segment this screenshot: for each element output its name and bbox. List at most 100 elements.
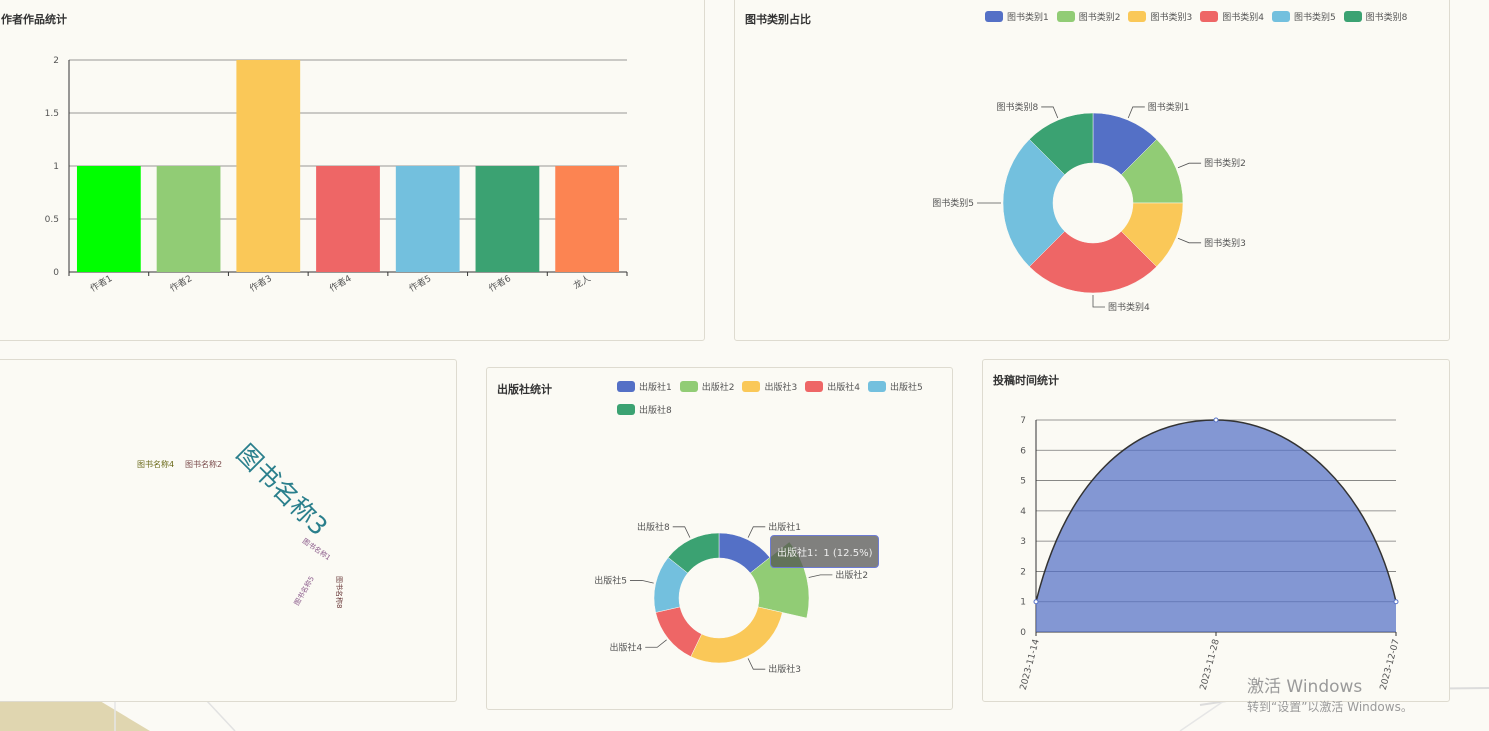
activation-watermark-subtitle: 转到“设置”以激活 Windows。 [1247, 700, 1413, 714]
book-name-wordcloud-panel: 图书名称3 图书名称4 图书名称2 图书名称1 图书名称5 图书名称8 [0, 359, 457, 702]
bar-作者5 [395, 166, 460, 272]
author-works-bar-chart: 0 0.5 1 1.5 2 作者1 作者2 作者3 作者4 作者5 作者6 龙人 [45, 56, 628, 294]
y-tick-label: 1 [53, 162, 59, 172]
slice-label: 出版社3 [768, 663, 801, 675]
slice-出版社8 [667, 532, 720, 574]
x-tick-label: 2023-12-07 [1379, 638, 1402, 691]
legend-item[interactable]: 图书类别5 [1271, 10, 1336, 23]
legend-item[interactable]: 出版社8 [617, 403, 672, 416]
legend-item[interactable]: 图书类别8 [1343, 10, 1407, 23]
submission-time-panel: 投稿时间统计 0 1 2 3 4 5 6 7 2023-11-14 2023-11-28 2023-… [982, 359, 1450, 702]
x-tick-label: 作者2 [168, 272, 195, 294]
data-point [1393, 599, 1399, 605]
submission-time-title: 投稿时间统计 [993, 374, 1059, 387]
slice-label-line [629, 580, 654, 584]
slice-label: 出版社2 [835, 569, 868, 581]
slice-label-line [747, 526, 766, 538]
y-tick-label: 0.5 [45, 215, 59, 225]
bar-作者6 [475, 166, 540, 272]
slice-label-line [1127, 106, 1145, 119]
y-tick-label: 7 [1020, 416, 1026, 426]
book-category-donut-chart: 图书类别1 图书类别2 图书类别3 图书类别4 图书类别5 图书类别8 [932, 101, 1246, 313]
legend-swatch [1343, 11, 1362, 22]
word-图书名称1: 图书名称1 [301, 536, 333, 562]
legend-item[interactable]: 图书类别2 [1056, 10, 1121, 23]
submission-time-area-chart: 0 1 2 3 4 5 6 7 2023-11-14 2023-11-28 2023-12-07 [1019, 416, 1402, 691]
legend-label: 图书类别2 [1078, 13, 1121, 23]
legend-label: 出版社4 [827, 383, 860, 393]
area-fill [1036, 420, 1396, 632]
y-tick-label: 2 [1020, 567, 1026, 577]
bar-龙人 [555, 166, 620, 272]
legend-swatch [1128, 11, 1147, 22]
word-图书名称5: 图书名称5 [292, 574, 316, 607]
legend-item[interactable]: 出版社1 [617, 380, 672, 393]
slice-label: 图书类别4 [1108, 301, 1150, 313]
legend-label: 出版社8 [639, 406, 672, 416]
slice-图书类别4 [1029, 230, 1157, 294]
slice-label-line [645, 639, 667, 648]
slice-出版社3 [690, 606, 783, 664]
word-图书名称2: 图书名称2 [185, 459, 222, 469]
legend-swatch [1056, 11, 1075, 22]
x-tick-label: 作者4 [327, 272, 354, 294]
slice-label: 图书类别8 [996, 101, 1038, 113]
word-图书名称8: 图书名称8 [335, 576, 344, 608]
slice-label: 出版社1 [768, 521, 801, 533]
author-works-panel: 作者作品统计 0 0.5 1 1.5 2 作者1 作者2 作者3 作者4 作者5 作者6 龙人 [0, 0, 705, 341]
y-tick-label: 5 [1020, 477, 1026, 487]
slice-label: 出版社8 [637, 521, 670, 533]
publisher-legend: 出版社1 出版社2 出版社3 出版社4 出版社5 出版社8 [617, 380, 952, 426]
legend-swatch [985, 11, 1003, 22]
x-tick-label: 作者3 [247, 272, 274, 294]
y-tick-label: 2 [53, 56, 59, 66]
publisher-rose-chart: 出版社1 出版社2 出版社3 出版社4 出版社5 出版社8 [594, 521, 868, 675]
legend-swatch [742, 381, 761, 392]
word-图书名称3: 图书名称3 [231, 439, 333, 541]
data-point [1213, 417, 1219, 423]
x-tick-label: 作者6 [486, 272, 513, 294]
bar-作者3 [236, 60, 301, 272]
legend-swatch [679, 381, 698, 392]
legend-item[interactable]: 出版社5 [867, 380, 923, 393]
legend-item[interactable]: 图书类别4 [1200, 10, 1264, 23]
legend-swatch [1271, 11, 1290, 22]
legend-item[interactable]: 出版社4 [805, 380, 860, 393]
legend-swatch [1200, 11, 1219, 22]
x-tick-label: 2023-11-28 [1199, 638, 1222, 691]
slice-图书类别5 [1002, 139, 1066, 267]
legend-label: 图书类别3 [1150, 13, 1193, 23]
legend-label: 图书类别5 [1293, 13, 1336, 23]
book-category-title: 图书类别占比 [745, 13, 811, 26]
slice-label: 出版社4 [610, 641, 643, 653]
legend-swatch [617, 381, 635, 392]
slice-label-line [672, 526, 691, 538]
slice-label-line [1177, 237, 1202, 244]
bar-作者4 [316, 166, 380, 272]
slice-label: 图书类别5 [932, 197, 974, 209]
legend-label: 出版社3 [764, 383, 798, 393]
legend-item[interactable]: 图书类别3 [1128, 10, 1192, 23]
y-tick-label: 1.5 [45, 109, 59, 119]
y-tick-label: 4 [1020, 507, 1026, 517]
y-tick-label: 0 [53, 268, 59, 278]
legend-item[interactable]: 出版社2 [679, 380, 734, 393]
slice-label-line [747, 658, 766, 670]
book-name-wordcloud: 图书名称3 图书名称4 图书名称2 图书名称1 图书名称5 图书名称8 [137, 439, 344, 609]
y-tick-label: 6 [1020, 446, 1026, 456]
slice-label: 出版社5 [594, 574, 627, 586]
publisher-tooltip: 出版社1：1 (12.5%) [770, 535, 880, 568]
book-category-legend: 图书类别1 图书类别2 图书类别3 图书类别4 图书类别5 图书类别8 [985, 10, 1449, 33]
x-tick-label: 作者1 [88, 272, 115, 294]
bar-作者1 [76, 166, 141, 272]
legend-item[interactable]: 出版社3 [742, 380, 797, 393]
legend-label: 图书类别4 [1222, 13, 1264, 23]
slice-图书类别8 [1029, 112, 1094, 176]
y-tick-label: 0 [1020, 628, 1026, 638]
slice-label: 图书类别2 [1204, 157, 1246, 169]
legend-item[interactable]: 图书类别1 [985, 10, 1049, 23]
word-图书名称4: 图书名称4 [137, 459, 174, 469]
x-tick-label: 2023-11-14 [1019, 638, 1042, 691]
y-tick-label: 3 [1020, 537, 1026, 547]
slice-label: 图书类别3 [1204, 237, 1246, 249]
